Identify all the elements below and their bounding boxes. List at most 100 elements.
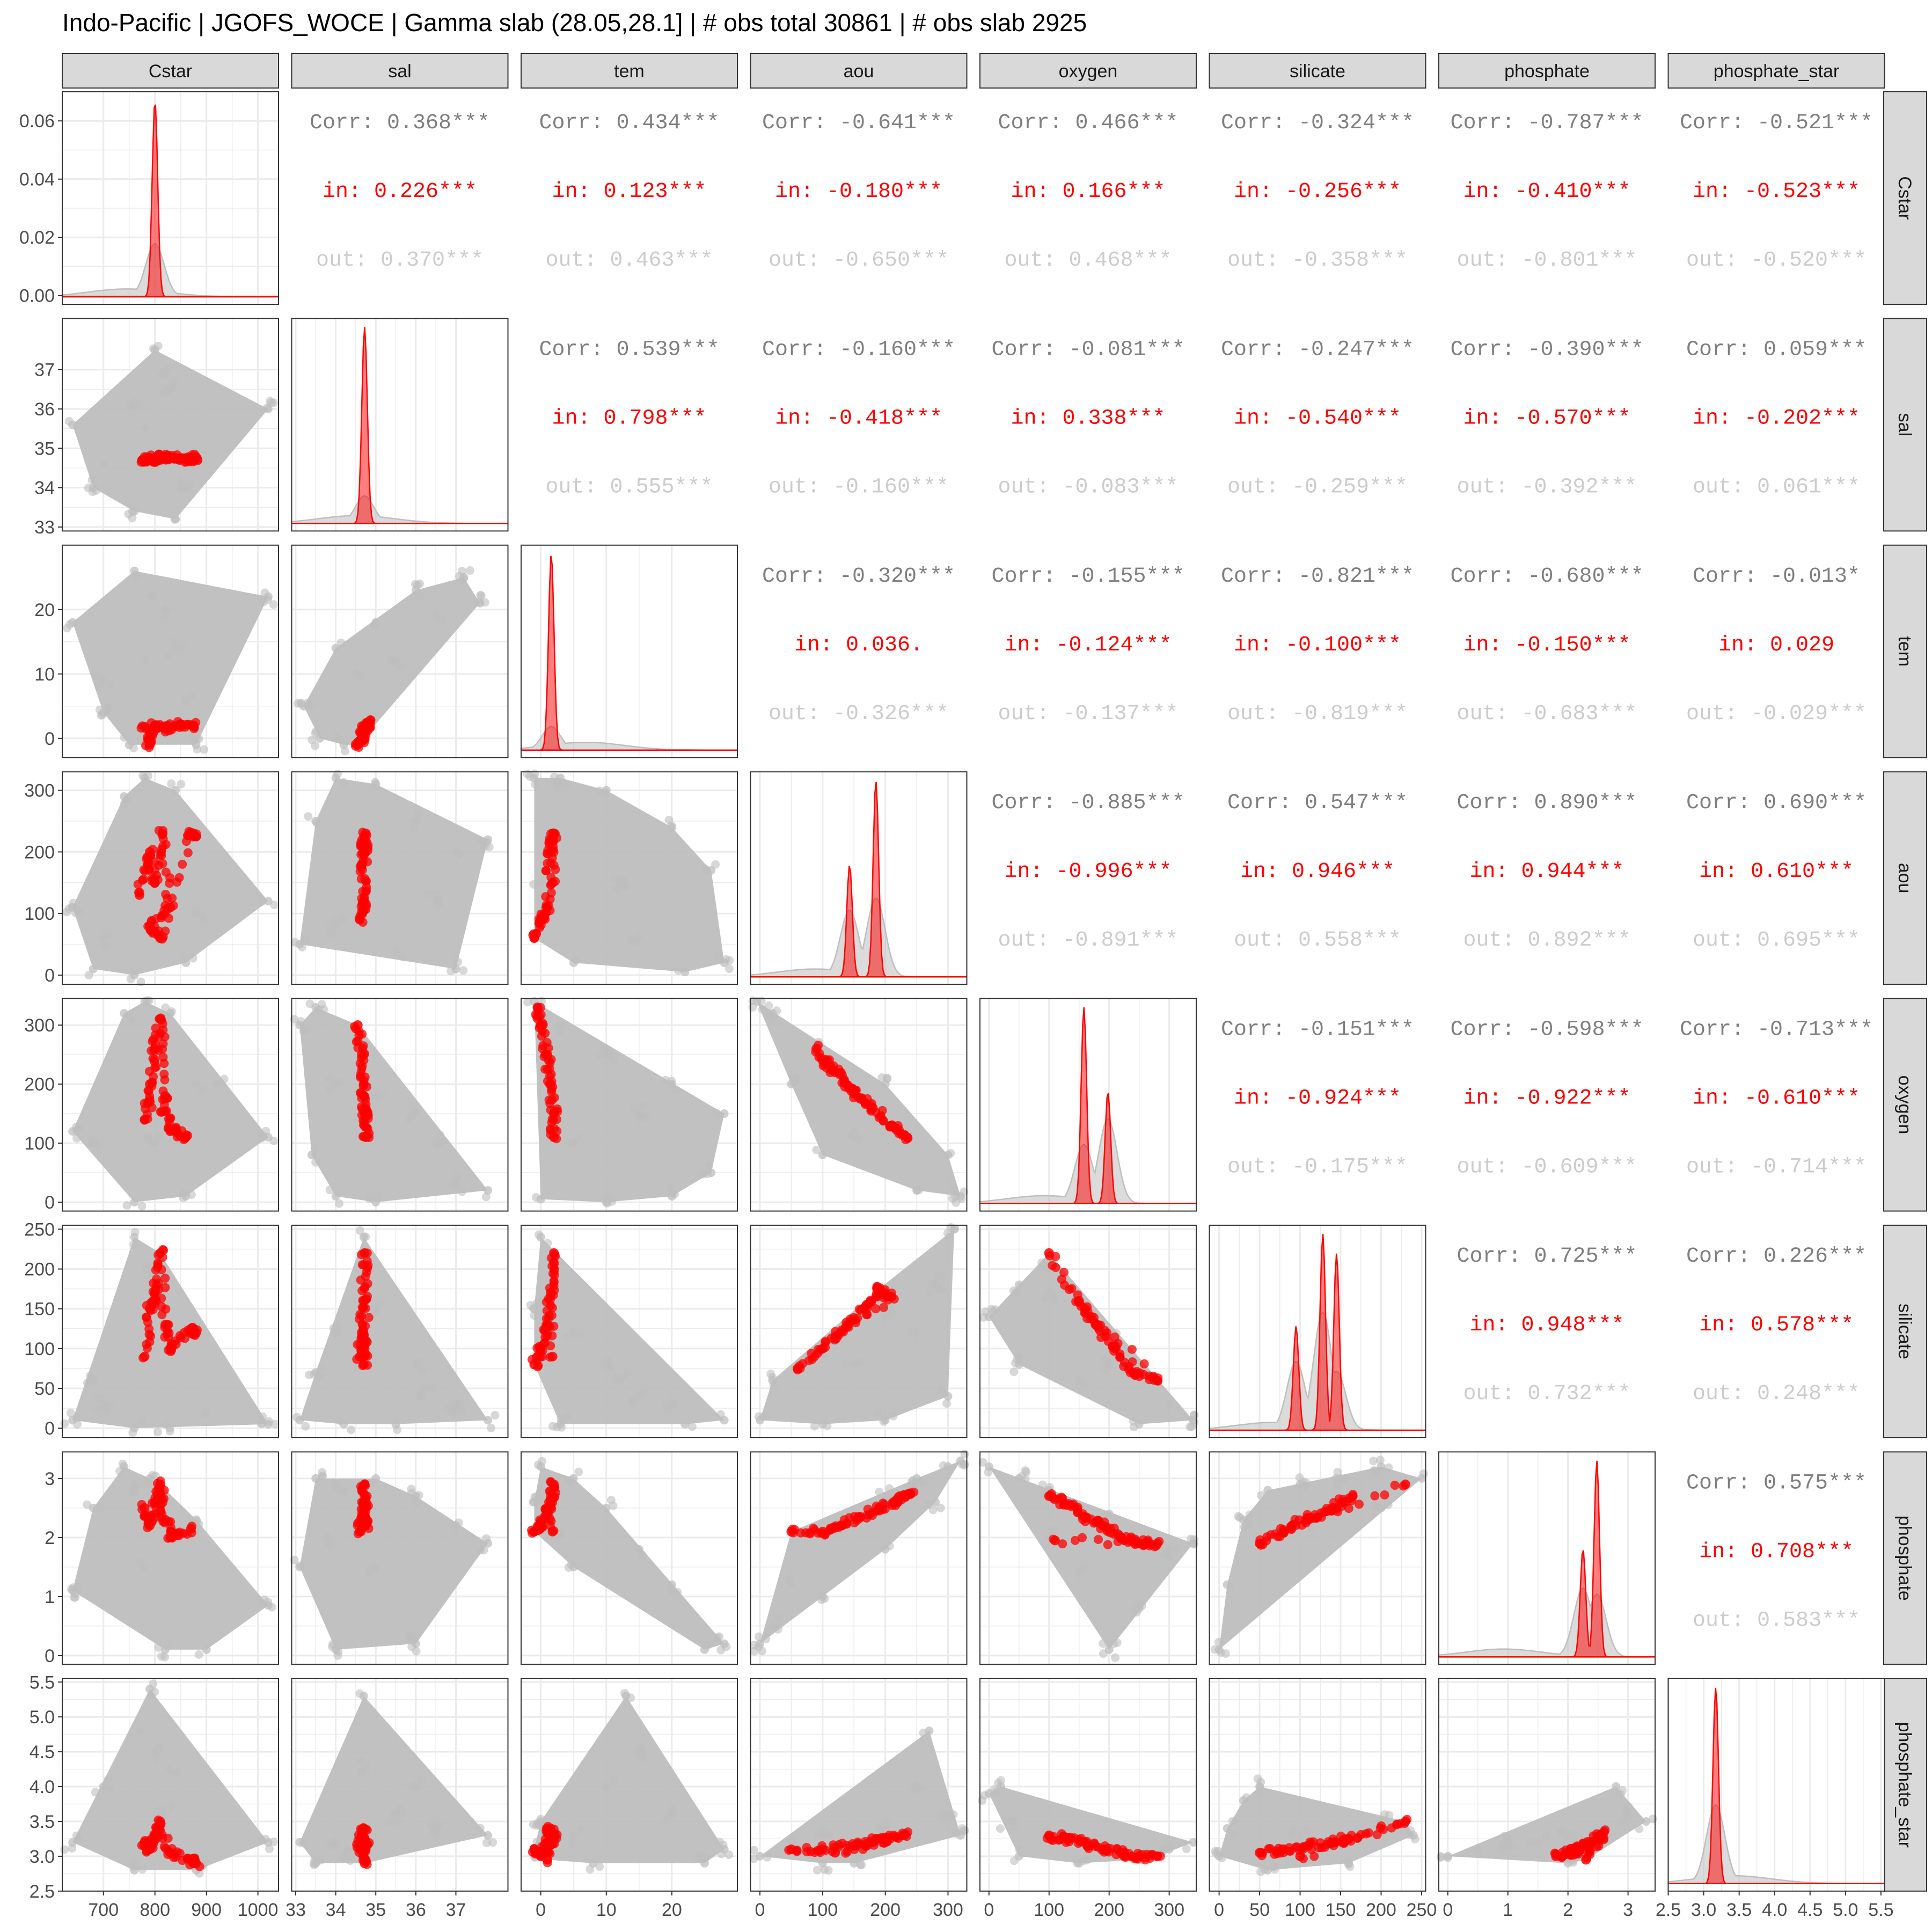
x-tick-label: 35 — [365, 1900, 386, 1920]
out-point — [1129, 1416, 1138, 1425]
y-tick-label: 1 — [45, 1587, 55, 1607]
in-point — [1392, 1820, 1401, 1829]
out-point — [668, 1805, 677, 1814]
in-point — [150, 1044, 160, 1054]
row-label: Cstar — [1894, 176, 1915, 219]
panel-grid: Cstar sal tem aou oxygen silicate phosphate pho… — [19, 53, 1927, 1920]
out-point — [482, 1838, 492, 1847]
out-point — [908, 1480, 917, 1489]
y-tick-label: 100 — [24, 1339, 55, 1359]
out-point — [553, 780, 562, 789]
out-point — [63, 624, 72, 633]
out-point — [168, 635, 177, 645]
corr-all-label: Corr: -0.598*** — [1450, 1018, 1643, 1042]
corr-all-label: Corr: 0.575*** — [1686, 1471, 1867, 1495]
out-point — [453, 1172, 462, 1181]
strip-background — [1883, 771, 1927, 985]
out-point — [336, 638, 346, 647]
out-point — [83, 1500, 92, 1509]
density-panel-oxygen — [979, 998, 1197, 1212]
in-point — [868, 1837, 878, 1847]
in-point — [547, 1303, 557, 1313]
out-point — [74, 1583, 83, 1592]
in-point — [542, 1855, 552, 1865]
in-point — [546, 888, 556, 898]
corr-panel-Cstar-tem: Corr: 0.434*** in: 0.123*** out: 0.463*** — [539, 111, 719, 273]
in-point — [536, 914, 546, 925]
out-point — [355, 1226, 364, 1235]
corr-all-label: Corr: -0.155*** — [991, 565, 1184, 589]
in-point — [542, 1320, 552, 1330]
in-point — [145, 740, 155, 750]
x-tick-label: 300 — [933, 1900, 963, 1920]
out-point — [453, 957, 463, 967]
out-point — [1079, 1563, 1088, 1572]
out-point — [393, 1817, 402, 1826]
out-point — [484, 1186, 493, 1195]
corr-all-label: Corr: 0.725*** — [1457, 1245, 1637, 1269]
out-point — [523, 998, 532, 1007]
x-tick-label: 34 — [326, 1900, 346, 1920]
scatter-panel-phosphate_star-vs-oxygen — [978, 1678, 1198, 1892]
in-point — [1309, 1851, 1319, 1861]
out-point — [137, 1202, 147, 1211]
corr-out-label: out: -0.326*** — [769, 702, 949, 726]
in-point — [811, 1044, 822, 1054]
out-point — [569, 1831, 578, 1840]
out-point — [1384, 1463, 1393, 1472]
corr-in-label: in: -0.610*** — [1693, 1087, 1860, 1111]
out-point — [89, 1375, 98, 1384]
out-point — [73, 1419, 82, 1429]
out-point — [531, 1192, 540, 1202]
in-point — [150, 857, 159, 867]
out-point — [445, 1403, 454, 1413]
out-point — [1370, 1466, 1379, 1475]
out-point — [198, 1085, 207, 1094]
out-point — [83, 1378, 92, 1387]
out-point — [475, 1824, 485, 1833]
out-point — [666, 1184, 675, 1193]
out-point — [317, 1856, 326, 1865]
corr-in-label: in: 0.708*** — [1699, 1540, 1854, 1564]
out-point — [481, 1192, 491, 1202]
out-point — [701, 865, 711, 874]
out-point — [160, 605, 170, 614]
y-axis-sal: 33 34 35 36 37 — [34, 360, 62, 538]
out-point — [1419, 1469, 1428, 1478]
out-point — [129, 1240, 138, 1249]
out-point — [641, 1114, 650, 1123]
panel-border — [1209, 1225, 1426, 1438]
panel-border — [1438, 1678, 1656, 1892]
out-point — [297, 942, 306, 952]
out-point — [166, 1803, 175, 1812]
in-point — [355, 1526, 365, 1536]
corr-panel-sal-phosphate: Corr: -0.390*** in: -0.570*** out: -0.392*… — [1450, 338, 1643, 499]
corr-panel-aou-oxygen: Corr: -0.885*** in: -0.996*** out: -0.891*… — [991, 791, 1184, 953]
out-point — [157, 1652, 166, 1661]
in-point — [871, 1304, 881, 1314]
out-point — [311, 729, 320, 738]
in-point — [879, 1293, 889, 1303]
in-point — [355, 1351, 365, 1362]
corr-in-label: in: 0.944*** — [1469, 860, 1624, 884]
out-point — [543, 1239, 552, 1248]
out-point — [191, 907, 200, 916]
out-point — [418, 1366, 427, 1375]
corr-all-label: Corr: -0.081*** — [991, 338, 1184, 362]
out-point — [310, 1861, 319, 1870]
out-point — [810, 1422, 819, 1431]
x-axis-aou: 0 100 200 300 — [755, 1891, 963, 1920]
out-point — [122, 1201, 131, 1210]
corr-out-label: out: -0.714*** — [1686, 1155, 1867, 1180]
corr-all-label: Corr: -0.521*** — [1680, 111, 1873, 135]
out-point — [1100, 1356, 1109, 1365]
row-label: oxygen — [1894, 1075, 1915, 1135]
out-point — [71, 1123, 80, 1132]
corr-out-label: out: -0.083*** — [998, 475, 1178, 499]
out-point — [68, 1844, 77, 1853]
scatter-panel-silicate-vs-sal — [291, 1225, 509, 1438]
y-tick-label: 0.00 — [19, 286, 55, 306]
out-point — [924, 1500, 933, 1509]
y-tick-label: 33 — [34, 517, 55, 538]
in-point — [142, 1312, 151, 1322]
